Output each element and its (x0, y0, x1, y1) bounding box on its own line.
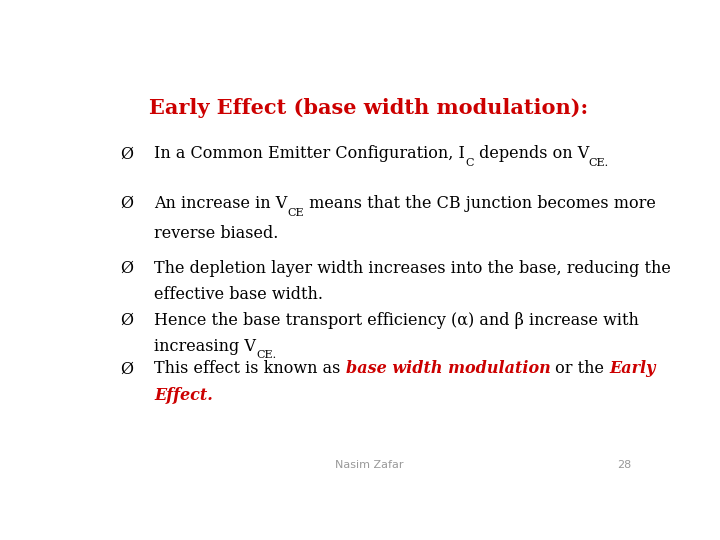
Text: or the: or the (550, 360, 610, 377)
Text: Ø: Ø (121, 260, 134, 276)
Text: 28: 28 (617, 460, 631, 470)
Text: Ø: Ø (121, 360, 134, 377)
Text: reverse biased.: reverse biased. (154, 225, 279, 242)
Text: effective base width.: effective base width. (154, 286, 323, 303)
Text: An increase in V: An increase in V (154, 195, 287, 212)
Text: means that the CB junction becomes more: means that the CB junction becomes more (304, 195, 656, 212)
Text: CE.: CE. (256, 350, 276, 360)
Text: base width modulation: base width modulation (346, 360, 550, 377)
Text: Hence the base transport efficiency (α) and β increase with: Hence the base transport efficiency (α) … (154, 312, 639, 329)
Text: increasing V: increasing V (154, 338, 256, 355)
Text: Early: Early (610, 360, 656, 377)
Text: Nasim Zafar: Nasim Zafar (335, 460, 403, 470)
Text: Ø: Ø (121, 312, 134, 329)
Text: Ø: Ø (121, 195, 134, 212)
Text: This effect is known as: This effect is known as (154, 360, 346, 377)
Text: CE.: CE. (589, 158, 609, 168)
Text: In a Common Emitter Configuration, I: In a Common Emitter Configuration, I (154, 145, 465, 163)
Text: depends on V: depends on V (474, 145, 589, 163)
Text: Early Effect (base width modulation):: Early Effect (base width modulation): (150, 98, 588, 118)
Text: Effect.: Effect. (154, 387, 213, 403)
Text: Ø: Ø (121, 145, 134, 163)
Text: CE: CE (287, 208, 304, 218)
Text: C: C (465, 158, 474, 168)
Text: The depletion layer width increases into the base, reducing the: The depletion layer width increases into… (154, 260, 671, 276)
